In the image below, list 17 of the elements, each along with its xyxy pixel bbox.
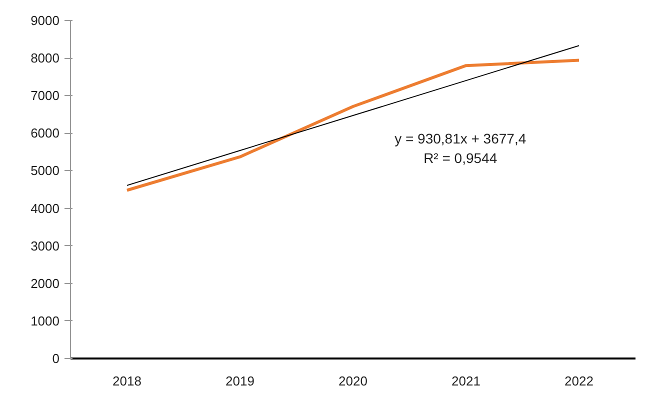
y-tick-label: 4000 [30, 200, 60, 216]
annotation: R² = 0,9544 [424, 150, 498, 166]
x-tick-label: 2018 [112, 374, 142, 388]
x-tick-label: 2020 [338, 374, 368, 388]
x-tick-label: 2022 [564, 374, 594, 388]
y-tick-label: 7000 [30, 88, 60, 104]
y-tick-label: 8000 [30, 50, 60, 66]
x-tick-label: 2019 [226, 374, 254, 388]
annotation: y = 930,81x + 3677,4 [394, 130, 526, 146]
y-tick-label: 6000 [30, 126, 60, 141]
y-tick-label: 5000 [30, 163, 60, 178]
y-tick-label: 2000 [30, 276, 60, 291]
y-tick-label: 9000 [30, 13, 60, 28]
y-tick-label: 1000 [30, 313, 60, 328]
y-tick-label: 0 [52, 351, 60, 366]
x-tick-label: 2021 [452, 374, 480, 388]
y-tick-label: 3000 [30, 238, 60, 254]
